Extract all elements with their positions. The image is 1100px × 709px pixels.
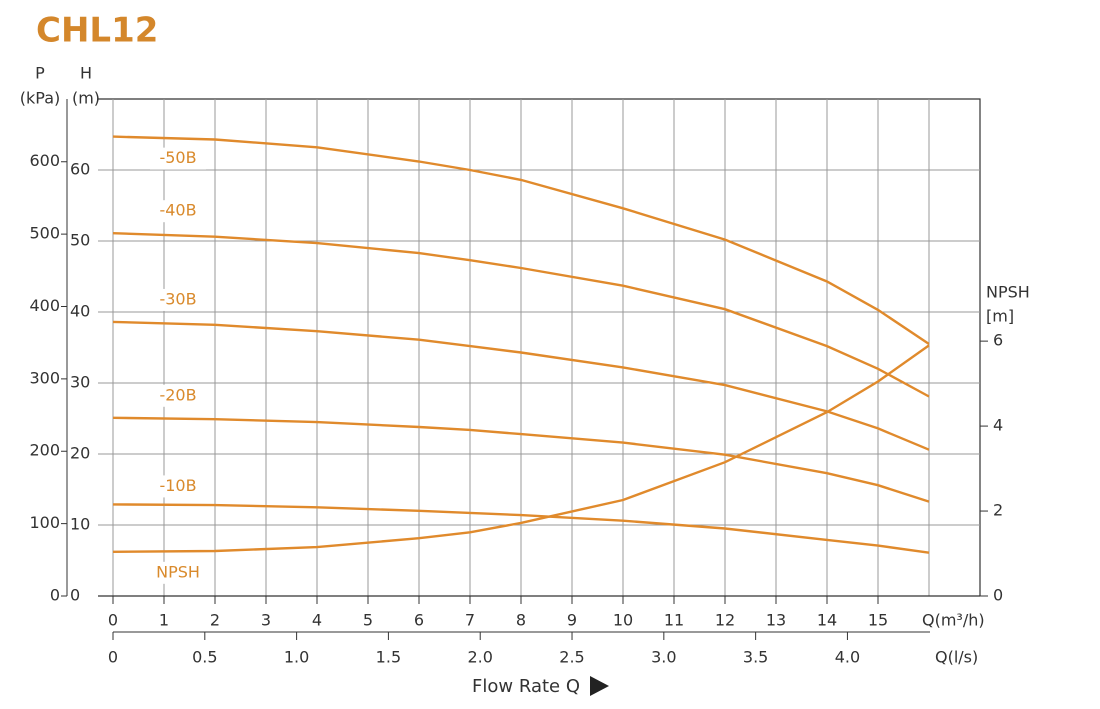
series-label: -10B: [159, 476, 196, 495]
x2-tick-label: 2.5: [559, 648, 584, 667]
y2-tick-label: 6: [993, 331, 1003, 350]
x-tick-label: 13: [766, 611, 786, 630]
x2-tick-label: 1.5: [376, 648, 401, 667]
arrow: [590, 676, 609, 696]
x-tick-label: 2: [210, 611, 220, 630]
x-tick-label: 1: [159, 611, 169, 630]
x2-tick-label: 0: [108, 648, 118, 667]
p-axis-label: (kPa): [20, 89, 60, 108]
series-label: -40B: [159, 201, 196, 220]
curve: [112, 135, 930, 345]
y-tick-label: 10: [70, 515, 90, 534]
x2-tick-label: 1.0: [284, 648, 309, 667]
y2-tick-label: 0: [993, 586, 1003, 605]
p-tick-label: 400: [29, 296, 60, 315]
x2-tick-label: 2.0: [467, 648, 492, 667]
y-axis-label: (m): [72, 89, 100, 108]
series-label: NPSH: [156, 562, 200, 581]
label-bg: [150, 561, 206, 584]
x2-tick-label: 3.5: [743, 648, 768, 667]
x-axis-label: Q(m³/h): [922, 611, 985, 630]
y-tick-label: 0: [70, 586, 80, 605]
y2-axis-label: [m]: [986, 307, 1014, 326]
series-label: -30B: [159, 289, 196, 308]
x-tick-label: 11: [664, 611, 684, 630]
series-label: -20B: [159, 385, 196, 404]
p-tick-label: 0: [50, 586, 60, 605]
x-tick-label: 3: [261, 611, 271, 630]
x-tick-label: 0: [108, 611, 118, 630]
plot-frame: [98, 98, 981, 596]
curve: [112, 503, 930, 554]
chart-title: CHL12: [36, 11, 158, 51]
label-bg: [150, 147, 206, 170]
y-tick-label: 60: [70, 160, 90, 179]
x2-tick-label: 0.5: [192, 648, 217, 667]
y-tick-label: 50: [70, 231, 90, 250]
p-tick-label: 100: [29, 513, 60, 532]
y-tick-label: 20: [70, 444, 90, 463]
p-tick-label: 200: [29, 441, 60, 460]
axis-title: Flow Rate Q: [472, 676, 580, 697]
x-tick-label: 4: [312, 611, 322, 630]
curve: [112, 232, 930, 398]
x2-tick-label: 3.0: [651, 648, 676, 667]
p-tick-label: 300: [29, 368, 60, 387]
curve: [112, 416, 930, 503]
y2-tick-label: 2: [993, 501, 1003, 520]
x-tick-label: 14: [817, 611, 837, 630]
x-tick-label: 10: [613, 611, 633, 630]
p-tick-label: 500: [29, 224, 60, 243]
label-bg: [150, 475, 206, 498]
p-axis-label: P: [35, 64, 45, 83]
x-tick-label: 7: [465, 611, 475, 630]
y2-tick-label: 4: [993, 416, 1003, 435]
series-label: -50B: [159, 148, 196, 167]
curve: [112, 344, 930, 553]
y-tick-label: 30: [70, 373, 90, 392]
x-tick-label: 6: [414, 611, 424, 630]
y-tick-label: 40: [70, 302, 90, 321]
x-tick-label: 8: [516, 611, 526, 630]
y2-axis-label: NPSH: [986, 283, 1030, 302]
x-tick-label: 5: [363, 611, 373, 630]
label-bg: [150, 288, 206, 311]
x-tick-label: 9: [567, 611, 577, 630]
label-bg: [150, 200, 206, 223]
x-tick-label: 12: [715, 611, 735, 630]
curve: [112, 320, 930, 451]
label-bg: [150, 384, 206, 407]
p-tick-label: 600: [29, 151, 60, 170]
x2-tick-label: 4.0: [835, 648, 860, 667]
x-tick-label: 15: [868, 611, 888, 630]
x2-axis-label: Q(l/s): [935, 648, 978, 667]
y-axis-label: H: [80, 64, 92, 83]
